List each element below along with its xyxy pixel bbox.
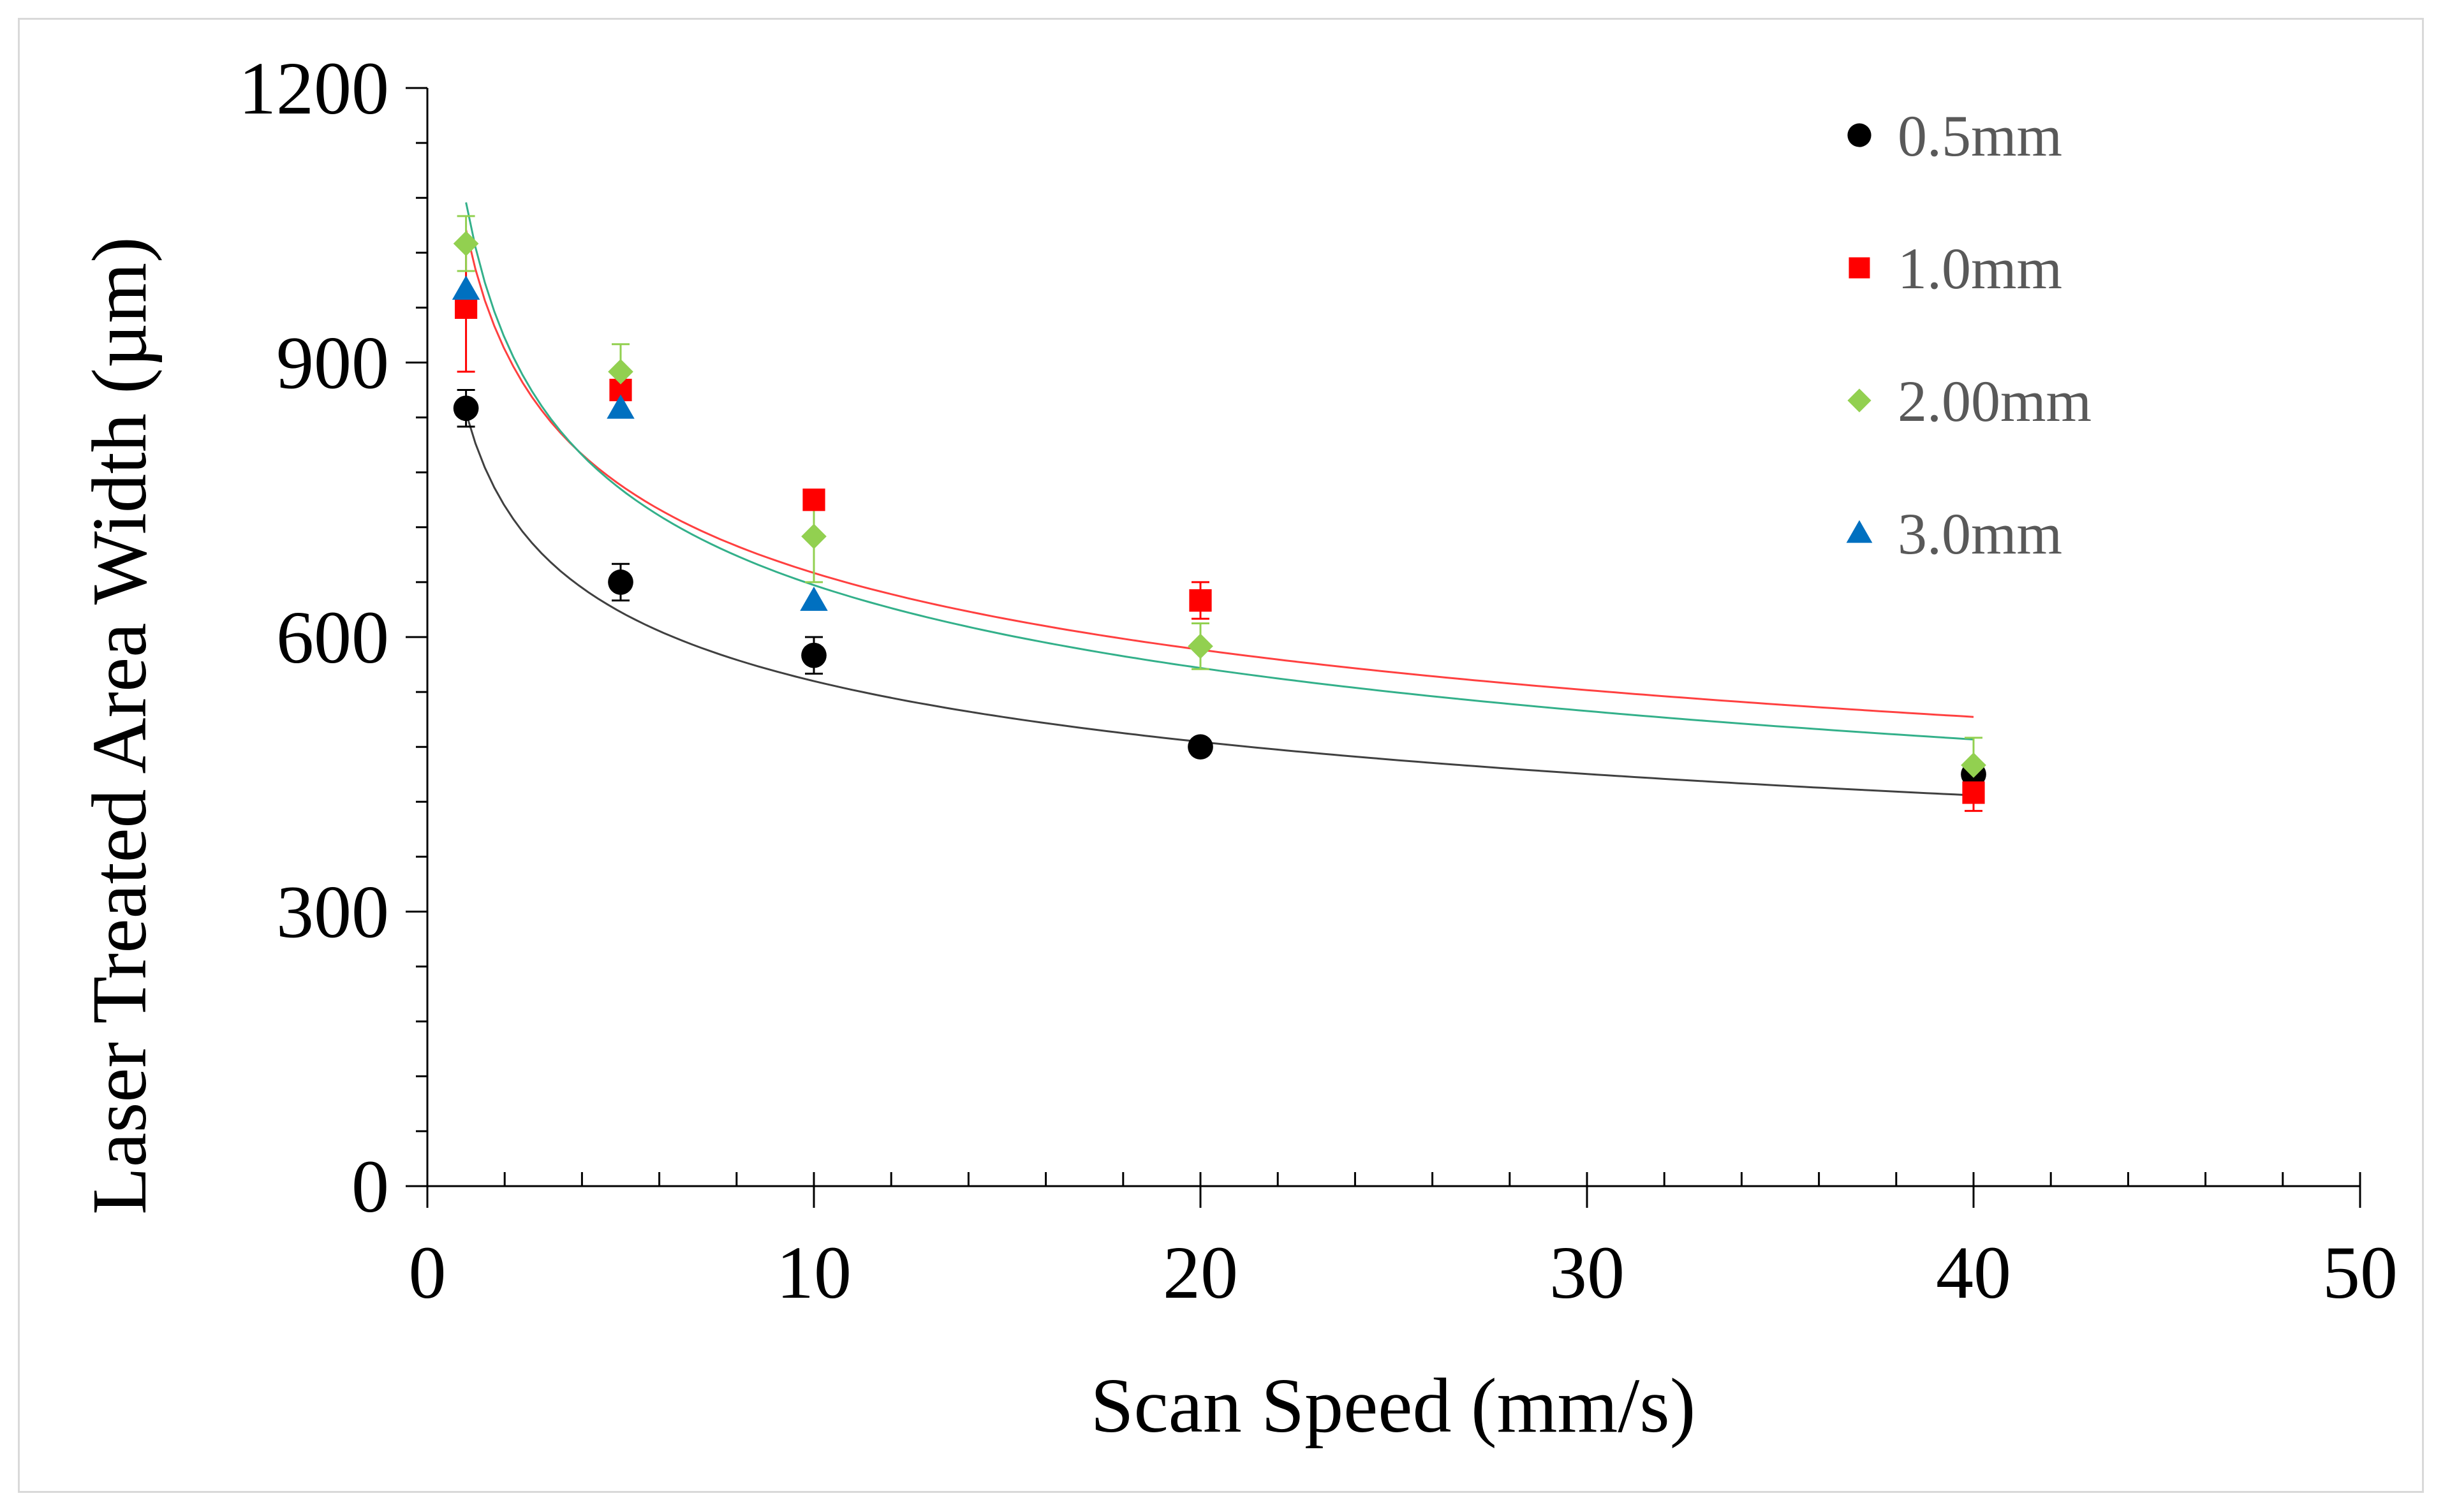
trend-line-1.0mm [465,230,1974,718]
x-tick-label: 40 [1936,1231,2011,1314]
legend-label: 1.0mm [1898,236,2062,301]
legend: 0.5mm 1.0mm 2.00mm 3.0mm [1846,103,2092,566]
data-point-3.0mm [800,586,828,611]
data-point-1.0mm [455,296,478,319]
legend-label: 2.00mm [1898,369,2092,434]
y-axis-title: Laser Treated Area Width (µm) [77,237,163,1215]
chart-frame [18,18,2424,1493]
x-axis-title: Scan Speed (mm/s) [1091,1363,1696,1449]
y-tick-label: 900 [276,321,389,405]
data-point-1.0mm [1962,781,1985,804]
x-tick-label: 0 [409,1231,447,1314]
error-bars [457,215,1982,812]
legend-label: 0.5mm [1898,103,2062,168]
y-tick-label: 600 [276,596,389,679]
y-tick-label: 1200 [239,47,389,130]
data-point-1.0mm [1189,589,1212,612]
legend-marker-0.5mm [1847,123,1871,147]
x-tick-label: 30 [1549,1231,1625,1314]
data-point-0.5mm [453,395,479,422]
data-point-2.00mm [1961,752,1986,778]
legend-marker-2.00mm [1847,388,1871,413]
trend-lines [465,202,1974,796]
trend-line-2.00mm [465,202,1974,740]
data-point-2.00mm [801,524,827,549]
legend-label: 3.0mm [1898,501,2062,566]
trend-line-0.5mm [465,412,1974,796]
data-point-2.00mm [608,359,633,385]
legend-marker-1.0mm [1849,257,1870,279]
data-point-0.5mm [608,569,633,595]
y-tick-label: 300 [276,870,389,954]
data-point-0.5mm [1188,734,1213,760]
x-tick-label: 20 [1163,1231,1238,1314]
y-tick-label: 0 [351,1145,389,1228]
data-point-3.0mm [452,275,480,300]
data-point-0.5mm [801,642,827,668]
data-point-3.0mm [607,394,635,419]
axes: 0 300 600 900 1200 0 10 20 30 40 50 [239,47,2398,1314]
x-tick-label: 10 [776,1231,852,1314]
x-tick-label: 50 [2322,1231,2398,1314]
legend-marker-3.0mm [1846,520,1873,543]
data-point-1.0mm [802,488,825,511]
data-point-2.00mm [1188,633,1213,659]
data-point-2.00mm [453,231,479,256]
data-points [452,231,1986,804]
